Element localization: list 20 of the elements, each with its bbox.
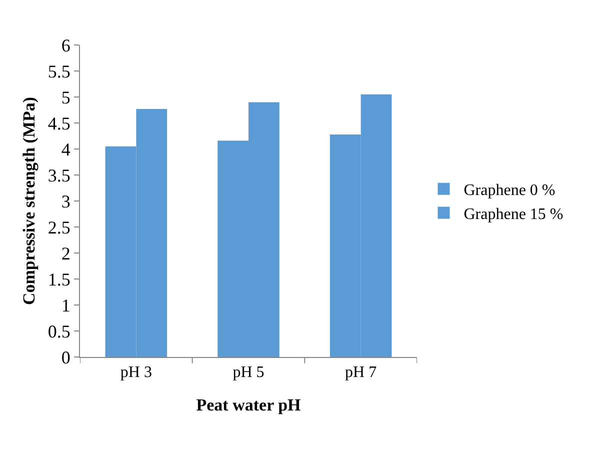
x-tick-label: pH 5 [232,364,264,382]
y-tick-label: 3 [61,191,70,212]
y-tick-label: 6 [61,35,70,56]
y-tick-label: 1.5 [48,269,70,290]
y-tick-label: 0 [61,347,70,368]
y-tick-label: 5.5 [48,61,70,82]
y-tick-label: 3.5 [48,165,70,186]
y-tick-label: 4 [61,139,70,160]
y-tick-label: 2 [61,243,70,264]
y-axis-title: Compressive strength (MPa) [19,96,38,306]
x-tick-label: pH 3 [120,364,152,382]
legend-label: Graphene 0 % [464,182,556,200]
y-tick-label: 1 [61,295,70,316]
y-tick-label: 2.5 [48,217,70,238]
y-tick-label: 5 [61,87,70,108]
y-tick-label: 4.5 [48,113,70,134]
x-tick-label: pH 7 [345,364,377,382]
legend-label: Graphene 15 % [464,206,564,223]
x-axis-title: Peat water pH [196,396,301,415]
y-tick-label: 0.5 [48,321,70,342]
